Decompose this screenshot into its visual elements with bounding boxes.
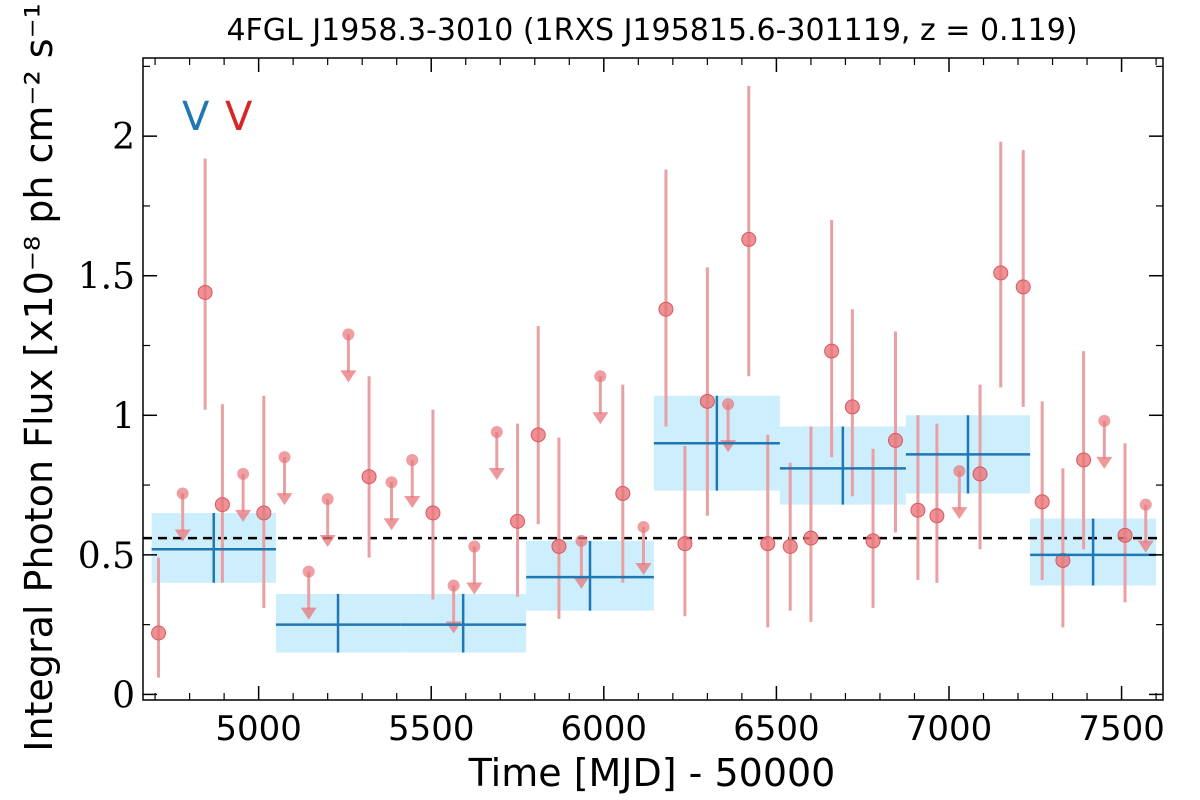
upper-limit-point — [1098, 414, 1111, 427]
y-tick-label: 0.5 — [78, 536, 135, 577]
detection-point — [824, 343, 840, 359]
upper-limit-arrowhead — [635, 562, 652, 575]
upper-limit-point — [490, 426, 503, 439]
detection-point — [256, 505, 272, 521]
detection-point — [1015, 279, 1031, 295]
upper-limit-point — [447, 579, 460, 592]
y-tick-label: 1.5 — [78, 257, 135, 298]
detection-point — [1055, 552, 1071, 568]
x-tick-label: 6000 — [561, 709, 648, 749]
upper-limit-point — [722, 398, 735, 411]
detection-point — [910, 502, 926, 518]
upper-limit-arrowhead — [592, 412, 609, 425]
upper-limit-point — [406, 453, 419, 466]
upper-limit-point — [321, 493, 334, 506]
upper-limit-point — [302, 565, 315, 578]
detection-point — [1076, 452, 1092, 468]
detection-point — [844, 399, 860, 415]
x-tick-label: 7500 — [1078, 709, 1165, 749]
y-tick-label: 0 — [112, 675, 135, 716]
x-axis-label: Time [MJD] - 50000 — [468, 751, 836, 795]
detection-point — [425, 505, 441, 521]
detection-point — [530, 427, 546, 443]
upper-limit-point — [176, 487, 189, 500]
detection-point — [972, 466, 988, 482]
detection-point — [993, 265, 1009, 281]
plot-frame — [142, 57, 1164, 701]
upper-limit-arrowhead — [1096, 456, 1113, 469]
marker-v-blue: V — [182, 94, 210, 140]
upper-limit-point — [1139, 498, 1152, 511]
detection-point — [615, 485, 631, 501]
upper-limit-arrowhead — [488, 468, 505, 481]
detection-point — [741, 231, 757, 247]
detection-point — [510, 513, 526, 529]
chart-title: 4FGL J1958.3-3010 (1RXS J195815.6-301119… — [226, 13, 1077, 48]
detection-point — [699, 393, 715, 409]
detection-point — [151, 625, 167, 641]
detection-point — [1034, 494, 1050, 510]
upper-limit-arrowhead — [235, 509, 252, 522]
upper-limit-arrowhead — [319, 535, 336, 548]
detection-point — [782, 538, 798, 554]
detection-point — [803, 530, 819, 546]
detection-point — [677, 536, 693, 552]
detection-point — [197, 284, 213, 300]
detection-point — [865, 533, 881, 549]
x-tick-label: 7000 — [906, 709, 993, 749]
upper-limit-arrowhead — [300, 607, 317, 620]
detection-point — [760, 536, 776, 552]
y-axis-label: Integral Photon Flux [x10⁻⁸ ph cm⁻² s⁻¹] — [17, 0, 61, 752]
upper-limit-arrowhead — [276, 493, 293, 506]
upper-limit-point — [575, 534, 588, 547]
upper-limit-arrowhead — [466, 582, 483, 595]
upper-limit-point — [637, 520, 650, 533]
x-tick-label: 5500 — [388, 709, 475, 749]
upper-limit-arrowhead — [951, 507, 968, 520]
detection-point — [929, 508, 945, 524]
detection-point — [551, 538, 567, 554]
y-tick-label: 1 — [112, 396, 135, 437]
plot-area: 5000 5500 6000 6500 7000 7500 0 0.5 1 1.5 2 — [78, 57, 1165, 749]
y-tick-label: 2 — [112, 117, 135, 158]
detection-point — [1117, 527, 1133, 543]
x-tick-label: 5000 — [215, 709, 302, 749]
upper-limit-arrowhead — [404, 495, 421, 508]
detection-point — [361, 469, 377, 485]
upper-limit-point — [953, 465, 966, 478]
marker-v-red: V — [225, 94, 253, 140]
upper-limit-arrowhead — [383, 518, 400, 531]
upper-limit-arrowhead — [573, 576, 590, 589]
upper-limit-point — [278, 451, 291, 464]
upper-limit-point — [237, 467, 250, 480]
upper-limit-arrowhead — [174, 529, 191, 542]
upper-limit-point — [468, 540, 481, 553]
detection-point — [887, 432, 903, 448]
upper-limit-point — [342, 328, 355, 341]
upper-limit-arrowhead — [340, 370, 357, 383]
x-tick-label: 6500 — [733, 709, 820, 749]
detection-point — [214, 497, 230, 513]
detection-point — [658, 301, 674, 317]
upper-limit-point — [594, 370, 607, 383]
upper-limit-arrowhead — [1137, 540, 1154, 553]
upper-limit-point — [385, 476, 398, 489]
